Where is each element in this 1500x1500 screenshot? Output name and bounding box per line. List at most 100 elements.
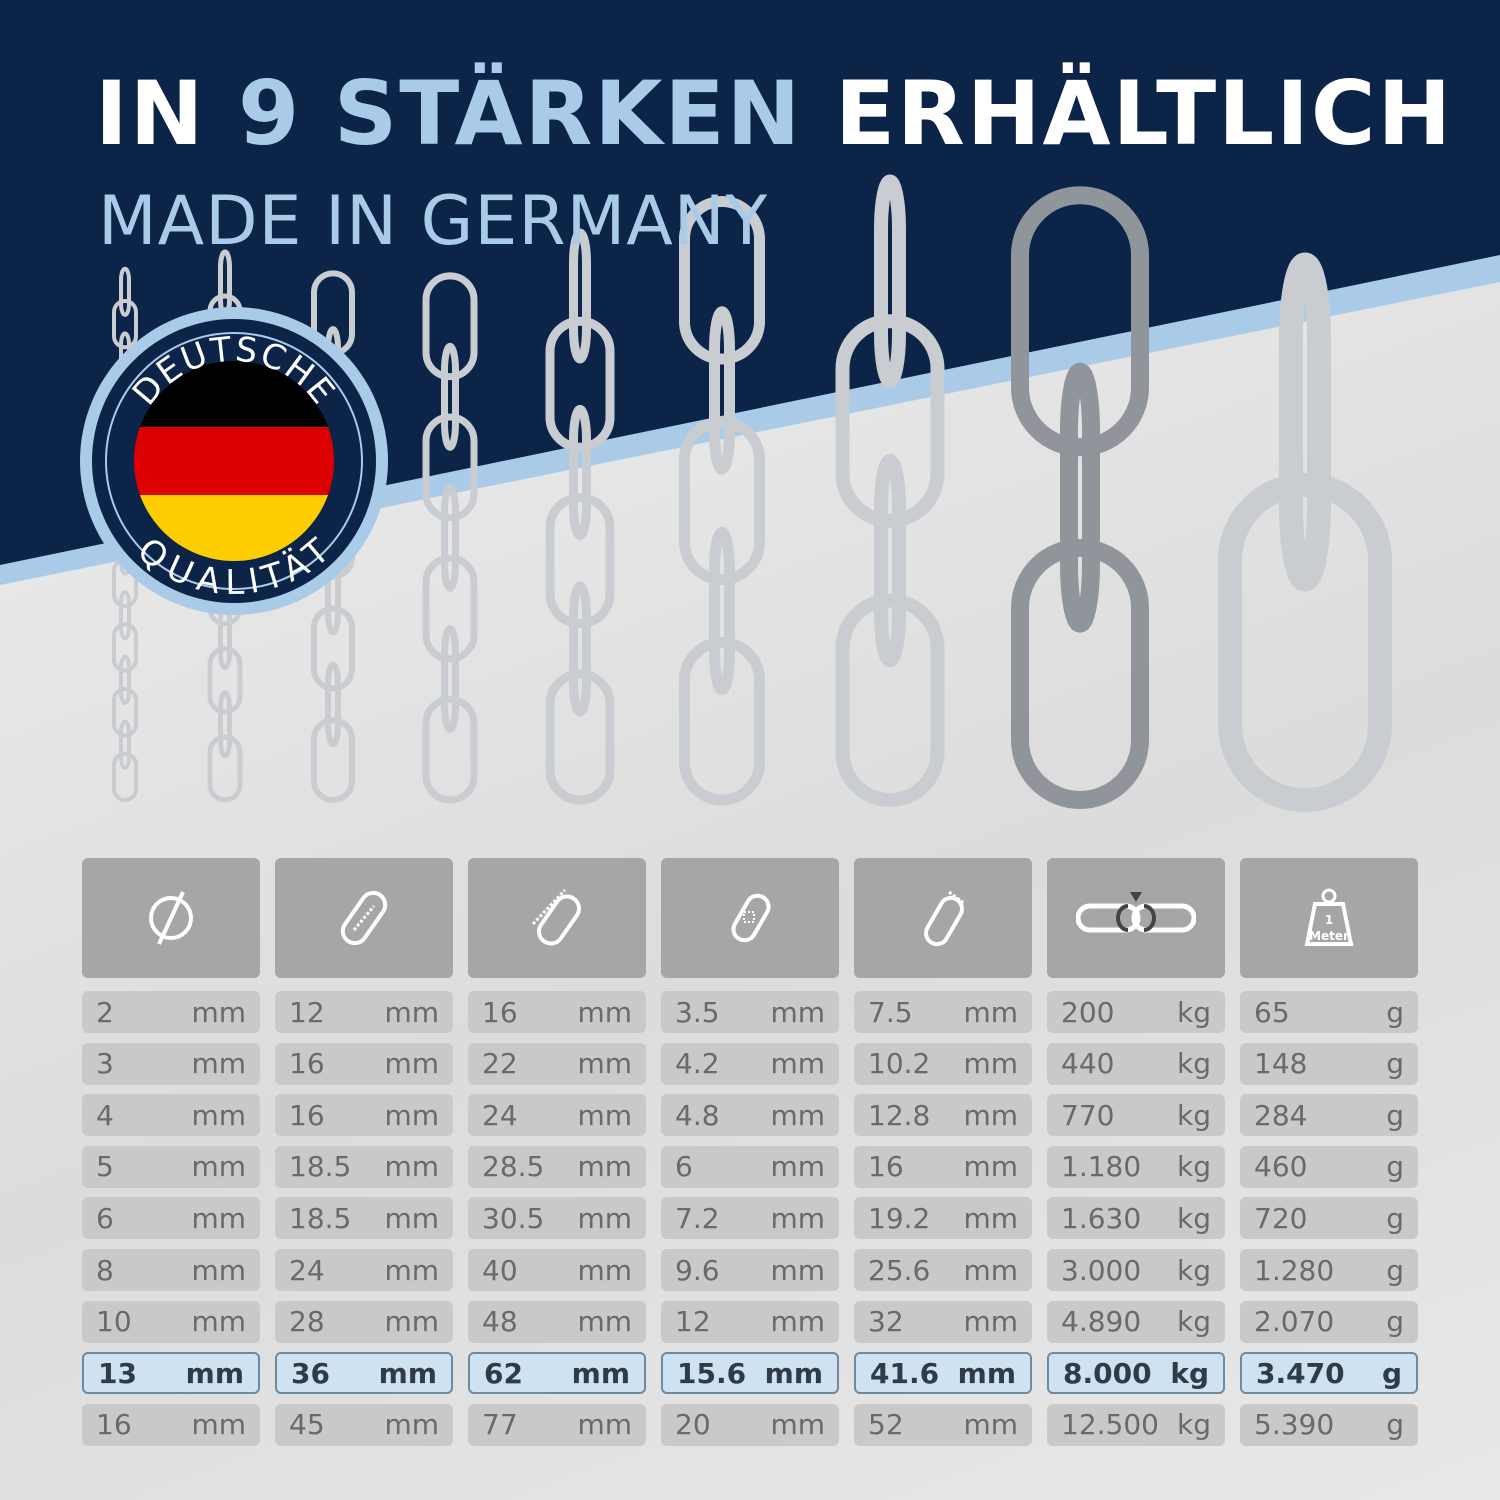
- cell-unit: mm: [191, 1150, 246, 1184]
- table-cell: 4.2 mm: [661, 1042, 839, 1085]
- svg-text:1: 1: [1325, 913, 1333, 927]
- cell-unit: mm: [963, 995, 1018, 1029]
- cell-value: 25.6: [868, 1253, 931, 1287]
- chain-link: [119, 266, 131, 317]
- table-cell: 12 mm: [275, 991, 453, 1033]
- cell-value: 3.470: [1256, 1356, 1345, 1390]
- chain-link: [422, 272, 478, 381]
- cell-value: 16: [482, 995, 518, 1029]
- inner-length-icon: [340, 890, 388, 946]
- cell-value: 200: [1061, 995, 1115, 1029]
- cell-value: 3.5: [675, 995, 720, 1029]
- chain-link: [679, 416, 765, 585]
- cell-unit: kg: [1177, 1253, 1211, 1287]
- quality-badge: DEUTSCHE QUALITÄT: [80, 307, 388, 615]
- cell-value: 28.5: [482, 1150, 545, 1184]
- table-cell: 10 mm: [82, 1300, 260, 1343]
- cell-unit: mm: [577, 1253, 632, 1287]
- table-cell: 12 mm: [661, 1300, 839, 1343]
- cell-unit: mm: [384, 1253, 439, 1287]
- cell-unit: mm: [770, 1150, 825, 1184]
- table-cell: 8 mm: [82, 1249, 260, 1291]
- cell-unit: g: [1386, 1305, 1404, 1339]
- cell-unit: mm: [191, 1098, 246, 1132]
- chain-sample: [545, 228, 615, 805]
- cell-value: 2: [96, 995, 114, 1029]
- cell-unit: mm: [191, 1253, 246, 1287]
- cell-value: 10: [96, 1305, 132, 1339]
- table-cell: 12.8 mm: [854, 1094, 1032, 1137]
- table-cell: 9.6 mm: [661, 1249, 839, 1291]
- table-cell: 18.5 mm: [275, 1197, 453, 1240]
- table-cell: 19.2 mm: [854, 1197, 1032, 1240]
- page-title: IN 9 STÄRKEN ERHÄLTLICH: [95, 62, 1454, 165]
- cell-unit: g: [1381, 1356, 1402, 1390]
- table-cell: 32 mm: [854, 1300, 1032, 1343]
- cell-value: 36: [291, 1356, 330, 1390]
- cell-value: 13: [98, 1356, 137, 1390]
- cell-unit: mm: [191, 1305, 246, 1339]
- cell-unit: mm: [384, 1098, 439, 1132]
- cell-unit: kg: [1177, 1047, 1211, 1081]
- cell-unit: kg: [1170, 1356, 1209, 1390]
- cell-unit: mm: [577, 1201, 632, 1235]
- cell-unit: mm: [384, 1408, 439, 1442]
- table-cell: 30.5 mm: [468, 1197, 646, 1240]
- cell-value: 440: [1061, 1047, 1115, 1081]
- table-cell: 16 mm: [275, 1042, 453, 1085]
- cell-unit: kg: [1177, 1201, 1211, 1235]
- cell-unit: mm: [191, 1201, 246, 1235]
- chain-link: [874, 174, 906, 389]
- table-cell: 28.5 mm: [468, 1145, 646, 1188]
- cell-unit: kg: [1177, 1150, 1211, 1184]
- cell-unit: mm: [770, 1047, 825, 1081]
- cell-value: 4.2: [675, 1047, 720, 1081]
- cell-value: 41.6: [870, 1356, 940, 1390]
- outer-width-icon: [924, 890, 966, 947]
- cell-value: 40: [482, 1253, 518, 1287]
- cell-value: 18.5: [289, 1150, 352, 1184]
- table-cell: 460 g: [1240, 1145, 1418, 1188]
- chain-link: [569, 581, 591, 717]
- table-cell: 3.470 g: [1240, 1352, 1418, 1395]
- cell-value: 20: [675, 1408, 711, 1442]
- table-cell: 48 mm: [468, 1300, 646, 1343]
- chain-link: [207, 646, 243, 715]
- table-cell: 6 mm: [661, 1145, 839, 1188]
- table-cell: 148 g: [1240, 1042, 1418, 1085]
- chain-link: [112, 751, 138, 802]
- cell-value: 148: [1254, 1047, 1308, 1081]
- table-cell: 41.6 mm: [854, 1352, 1032, 1395]
- cell-unit: kg: [1177, 1098, 1211, 1132]
- cell-value: 16: [289, 1098, 325, 1132]
- cell-value: 12.500: [1061, 1408, 1159, 1442]
- table-cell: 24 mm: [275, 1249, 453, 1291]
- cell-value: 6: [96, 1201, 114, 1235]
- chain-link: [112, 299, 138, 350]
- column-header: [854, 858, 1032, 978]
- chain-sample: [1218, 252, 1392, 812]
- cell-value: 32: [868, 1305, 904, 1339]
- chain-link: [874, 453, 906, 668]
- cell-unit: mm: [384, 1305, 439, 1339]
- cell-value: 9.6: [675, 1253, 720, 1287]
- table-cell: 4.890 kg: [1047, 1300, 1225, 1343]
- chain-link: [545, 669, 615, 805]
- column-header: [1047, 858, 1225, 978]
- chain-link: [709, 306, 735, 475]
- chain-link: [112, 622, 138, 673]
- table-cell: 16 mm: [82, 1403, 260, 1446]
- cell-unit: mm: [963, 1098, 1018, 1132]
- chain-link: [1011, 186, 1149, 457]
- cell-unit: mm: [770, 1201, 825, 1235]
- chain-link: [709, 526, 735, 696]
- table-cell: 10.2 mm: [854, 1042, 1032, 1085]
- table-cell: 1.280 g: [1240, 1249, 1418, 1291]
- cell-value: 7.5: [868, 995, 913, 1029]
- cell-value: 720: [1254, 1201, 1308, 1235]
- cell-value: 1.280: [1254, 1253, 1335, 1287]
- chain-link: [441, 484, 459, 592]
- table-cell: 12.500 kg: [1047, 1403, 1225, 1446]
- chain-link: [569, 404, 591, 540]
- cell-unit: g: [1386, 1408, 1404, 1442]
